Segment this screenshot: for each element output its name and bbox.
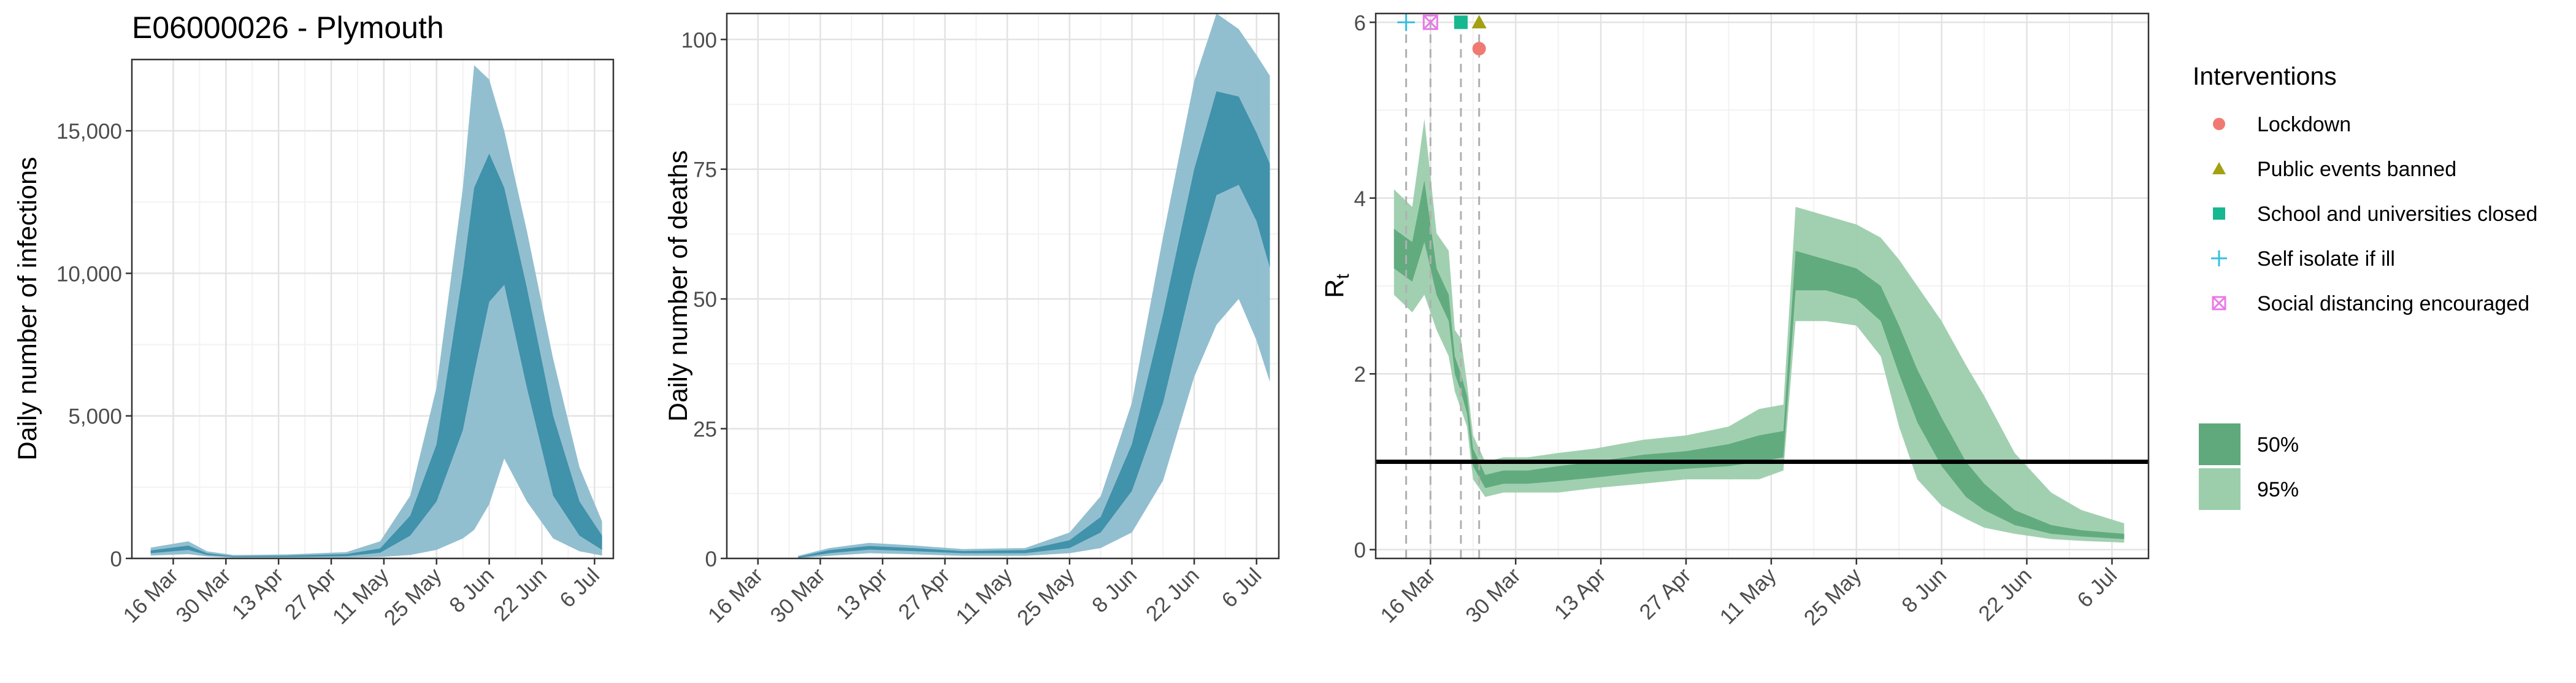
y-tick-label: 50 <box>693 288 717 312</box>
y-tick-label: 4 <box>1354 187 1366 211</box>
legend-items: Lockdown Public events banned School and u… <box>2211 113 2537 315</box>
legend-label: Lockdown <box>2257 113 2351 136</box>
x-tick-label: 16 Mar <box>703 563 768 628</box>
y-tick-label: 10,000 <box>56 262 122 286</box>
legend-label: Public events banned <box>2257 158 2456 181</box>
y-tick-label: 75 <box>693 158 717 182</box>
legend-band-label: 50% <box>2257 433 2299 457</box>
intervention-marker-boxcross <box>1422 14 1438 30</box>
legend-key-plus <box>2211 250 2227 266</box>
y-axis-label: Daily number of infections <box>13 157 42 461</box>
x-tick-label: 27 Apr <box>1635 563 1696 624</box>
x-tick-label: 6 Jul <box>555 563 604 612</box>
y-tick-label: 6 <box>1354 11 1366 35</box>
x-tick-label: 13 Apr <box>1550 563 1611 624</box>
x-tick-label: 30 Mar <box>1461 563 1525 628</box>
intervention-marker-triangle <box>1471 15 1487 29</box>
x-tick-label: 11 May <box>328 563 394 629</box>
x-tick-label: 25 May <box>380 563 447 630</box>
x-tick-label: 16 Mar <box>119 563 183 628</box>
legend-label: School and universities closed <box>2257 203 2537 226</box>
band-50pct <box>798 91 1270 558</box>
plot-border <box>131 58 615 560</box>
legend-key-boxcross-d2 <box>2212 296 2226 311</box>
band-50pct <box>150 153 602 557</box>
y-tick-label: 0 <box>1354 539 1366 563</box>
y-tick-label: 100 <box>681 28 717 52</box>
legend-label: Social distancing encouraged <box>2257 292 2529 315</box>
figure-title: E06000026 - Plymouth <box>132 10 444 45</box>
x-tick-label: 8 Jun <box>1897 563 1951 617</box>
band-50pct <box>1393 180 2125 539</box>
x-tick-label: 16 Mar <box>1376 563 1440 628</box>
y-axis-label-subscript: t <box>1333 274 1353 279</box>
y-tick-label: 0 <box>705 547 717 571</box>
y-tick-label: 5,000 <box>68 405 122 429</box>
legend-bands: 50% 95% <box>2199 423 2299 510</box>
intervention-marker-square <box>1454 15 1468 29</box>
y-axis-label: Daily number of deaths <box>664 150 693 422</box>
x-tick-label: 22 Jun <box>1141 563 1204 626</box>
legend-key-triangle <box>2212 162 2226 174</box>
x-tick-label: 25 May <box>1800 563 1866 630</box>
x-tick-label: 6 Jul <box>2072 563 2122 612</box>
y-tick-label: 15,000 <box>56 120 122 144</box>
legend-key-square <box>2213 207 2225 220</box>
intervention-marker-boxcross-d2 <box>1423 15 1438 30</box>
x-tick-label: 27 Apr <box>894 563 954 624</box>
rt-panel: 0 2 4 6 16 Mar 30 Mar 13 Apr 27 Apr 11 May 25 May… <box>1320 11 2150 630</box>
plot-border <box>1374 12 2150 560</box>
legend-key-circle <box>2213 118 2225 130</box>
x-tick-label: 6 Jul <box>1217 563 1267 612</box>
x-tick-label: 22 Jun <box>489 563 551 626</box>
x-tick-label: 13 Apr <box>832 563 892 624</box>
y-axis-label: Rt <box>1320 274 1353 298</box>
legend: Interventions Lockdown Public events bann… <box>2193 62 2537 510</box>
legend-label: Self isolate if ill <box>2257 247 2395 271</box>
intervention-marker-circle <box>1472 42 1486 56</box>
x-tick-label: 11 May <box>1715 563 1781 629</box>
x-tick-label: 22 Jun <box>1974 563 2036 626</box>
x-tick-label: 8 Jun <box>1087 563 1141 617</box>
y-tick-label: 25 <box>693 418 717 442</box>
y-tick-label: 2 <box>1354 363 1366 387</box>
y-tick-label: 0 <box>110 547 122 571</box>
x-tick-label: 13 Apr <box>228 563 288 624</box>
legend-band-label: 95% <box>2257 478 2299 501</box>
x-tick-label: 30 Mar <box>765 563 830 628</box>
legend-key-boxcross <box>2212 296 2226 311</box>
legend-band-swatch <box>2199 423 2241 465</box>
plot-border <box>726 12 1280 560</box>
legend-key-boxcross-box <box>2212 296 2226 311</box>
intervention-marker-boxcross-box <box>1422 14 1438 30</box>
x-tick-label: 30 Mar <box>171 563 236 628</box>
legend-title: Interventions <box>2193 62 2337 90</box>
x-tick-label: 11 May <box>951 563 1017 629</box>
intervention-marker-plus <box>1397 14 1415 31</box>
x-tick-label: 25 May <box>1013 563 1079 630</box>
legend-band-swatch <box>2199 468 2241 510</box>
